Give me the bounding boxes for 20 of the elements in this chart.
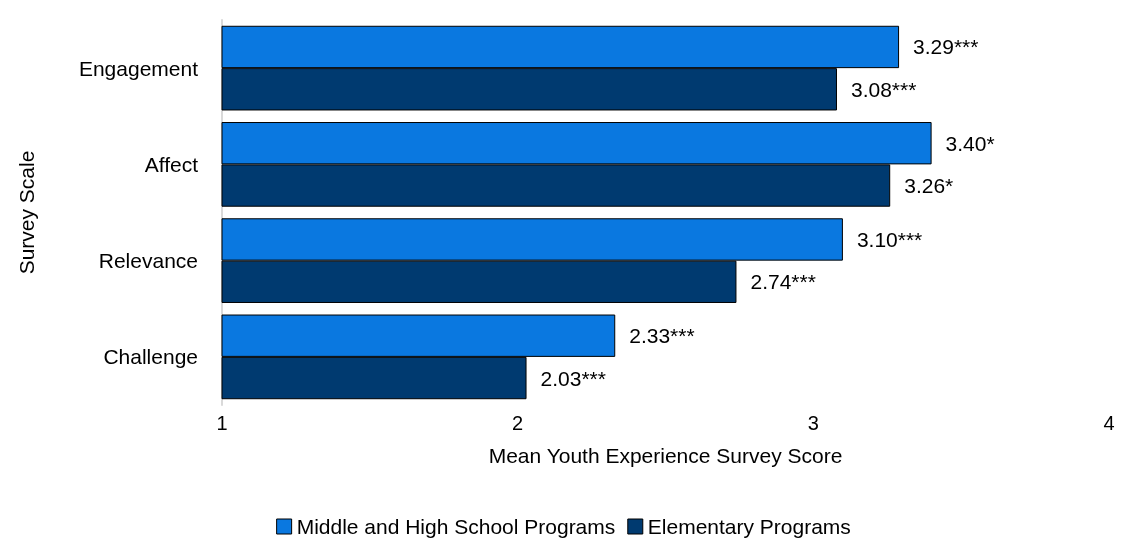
data-label: 3.08*** xyxy=(850,77,917,101)
data-label: 2.74*** xyxy=(750,270,816,294)
data-label: 3.29*** xyxy=(913,35,979,59)
legend-label: Elementary Programs xyxy=(647,515,851,538)
y-tick-label: Relevance xyxy=(98,249,198,273)
data-label: 2.33*** xyxy=(629,324,695,348)
y-tick-label: Affect xyxy=(144,152,199,176)
y-tick-label: Challenge xyxy=(103,345,198,369)
x-tick-label: 4 xyxy=(1103,412,1115,434)
x-axis-title: Mean Youth Experience Survey Score xyxy=(488,444,843,467)
x-tick-label: 3 xyxy=(807,412,819,434)
data-label: 2.03*** xyxy=(540,366,606,390)
data-label: 3.26* xyxy=(904,174,954,198)
x-tick-label: 2 xyxy=(512,412,524,434)
data-label: 3.10*** xyxy=(856,227,923,251)
y-tick-label: Engagement xyxy=(78,56,199,80)
y-axis-title: Survey Scale xyxy=(15,150,38,275)
data-label: 3.40* xyxy=(945,131,995,155)
x-tick-label: 1 xyxy=(216,412,228,434)
legend-label: Middle and High School Programs xyxy=(296,515,616,538)
